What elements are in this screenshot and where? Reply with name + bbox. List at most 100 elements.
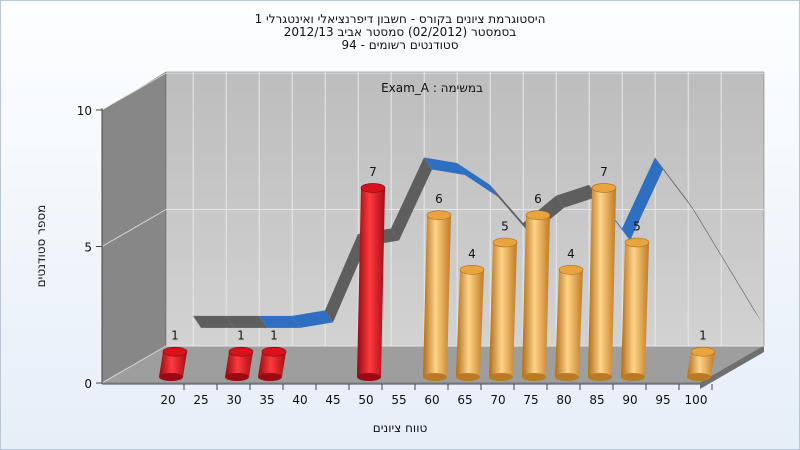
y-tick-label: 0 bbox=[84, 377, 92, 391]
bar: 5 bbox=[621, 220, 650, 381]
x-tick-label: 35 bbox=[259, 393, 274, 407]
bar-base bbox=[687, 373, 711, 381]
bar-value-label: 6 bbox=[435, 192, 443, 206]
bar-top bbox=[690, 346, 716, 357]
bar: 1 bbox=[258, 329, 287, 381]
chart-title: היסטוגרמת ציונים בקורס - חשבון דיפרנציאל… bbox=[254, 12, 546, 26]
bar-body bbox=[456, 269, 484, 377]
bar-body bbox=[423, 215, 451, 377]
bar: 7 bbox=[357, 165, 386, 381]
bar-top bbox=[426, 210, 452, 220]
x-tick-label: 20 bbox=[160, 393, 175, 407]
trend-ribbon-segment bbox=[193, 315, 234, 328]
bar-top bbox=[228, 346, 254, 357]
x-tick-label: 25 bbox=[193, 393, 208, 407]
y-tick-label: 5 bbox=[84, 241, 92, 255]
gridlines bbox=[101, 72, 764, 384]
x-tick-label: 40 bbox=[292, 393, 307, 407]
trend-ribbon-segment bbox=[391, 157, 432, 241]
x-tick-label: 95 bbox=[655, 393, 670, 407]
trend-ribbon-segment bbox=[325, 233, 366, 323]
grid-line-y-side bbox=[101, 345, 167, 384]
grid-line-y-side bbox=[101, 209, 167, 247]
trend-ribbon-segment bbox=[424, 157, 465, 175]
bar-body bbox=[159, 351, 187, 377]
x-axis-label: טווח ציונים bbox=[373, 421, 428, 435]
bar-base bbox=[423, 373, 447, 381]
bar: 6 bbox=[423, 192, 452, 381]
bar-base bbox=[489, 373, 513, 381]
trend-ribbon-segment bbox=[688, 201, 729, 268]
chart-subtitle-semester: בסמסטר (02/2012) סמסטר אביב 2012/13 bbox=[283, 25, 517, 39]
bar-body bbox=[357, 187, 385, 377]
bar-top bbox=[459, 264, 485, 275]
bar: 4 bbox=[555, 247, 584, 381]
bar-base bbox=[555, 373, 579, 381]
bar-body bbox=[621, 242, 649, 377]
chart-subtitle-students: סטודנטים רשומים - 94 bbox=[341, 38, 459, 52]
bar-top bbox=[162, 346, 188, 357]
bar-value-label: 4 bbox=[468, 247, 476, 261]
bar: 1 bbox=[225, 329, 254, 381]
bars: 1 1 1 7 6 4 5 6 4 7 5 1 bbox=[159, 165, 716, 381]
bar-value-label: 4 bbox=[567, 247, 575, 261]
x-tick-label: 30 bbox=[226, 393, 241, 407]
bar-top bbox=[624, 237, 650, 248]
bar-value-label: 6 bbox=[534, 192, 542, 206]
x-tick-label: 80 bbox=[556, 393, 571, 407]
floor-edge bbox=[700, 346, 764, 389]
bar-body bbox=[522, 215, 550, 377]
x-tick-label: 45 bbox=[325, 393, 340, 407]
x-tick-label: 60 bbox=[424, 393, 439, 407]
trend-ribbon-segment bbox=[292, 310, 333, 328]
x-tick-label: 85 bbox=[589, 393, 604, 407]
bar-body bbox=[225, 351, 253, 377]
trend-ribbon-segment bbox=[490, 184, 531, 236]
x-tick-label: 100 bbox=[685, 393, 708, 407]
trend-ribbon-segment bbox=[457, 162, 498, 197]
bar: 1 bbox=[159, 329, 188, 381]
bar-value-label: 1 bbox=[171, 329, 179, 343]
trend-ribbon-segment bbox=[259, 315, 300, 328]
y-ticks: 0 5 10 bbox=[77, 104, 102, 391]
y-tick-label: 10 bbox=[77, 104, 92, 118]
bar-value-label: 1 bbox=[699, 329, 707, 343]
x-tick-label: 90 bbox=[622, 393, 637, 407]
trend-ribbon-segment bbox=[226, 315, 267, 328]
bar-base bbox=[522, 373, 546, 381]
bar: 1 bbox=[687, 329, 716, 381]
bar-base bbox=[456, 373, 480, 381]
bar-top bbox=[360, 183, 386, 193]
y-axis-label: מספר סטודנטים bbox=[34, 205, 48, 288]
bar-top bbox=[492, 237, 518, 248]
bar-value-label: 1 bbox=[237, 329, 245, 343]
bar-value-label: 7 bbox=[369, 165, 377, 179]
bar: 4 bbox=[456, 247, 485, 381]
x-tick-label: 50 bbox=[358, 393, 373, 407]
trend-ribbon-segment bbox=[655, 157, 696, 214]
bar-top bbox=[525, 210, 551, 220]
bar-base bbox=[621, 373, 645, 381]
bar-base bbox=[159, 373, 183, 381]
bar-top bbox=[261, 346, 287, 357]
bar-base bbox=[357, 373, 381, 381]
bar-base bbox=[225, 373, 249, 381]
bar-body bbox=[687, 351, 715, 377]
bar-value-label: 1 bbox=[270, 329, 278, 343]
x-ticks: 20 25 30 35 40 45 50 55 60 65 70 75 80 85 90 95 100 bbox=[160, 384, 713, 407]
bar-value-label: 7 bbox=[600, 165, 608, 179]
bar-top bbox=[591, 183, 617, 193]
bar-body bbox=[258, 351, 286, 377]
bar-body bbox=[555, 269, 583, 377]
grid-line-y-side bbox=[101, 72, 167, 111]
bar-top bbox=[558, 264, 584, 275]
exam-annotation: Exam_A : במשימה bbox=[381, 81, 483, 95]
trend-ribbon-segment bbox=[556, 184, 597, 208]
x-tick-label: 65 bbox=[457, 393, 472, 407]
bar: 5 bbox=[489, 220, 518, 381]
x-tick-label: 70 bbox=[490, 393, 505, 407]
trend-ribbon-segment bbox=[721, 255, 762, 323]
x-tick-label: 55 bbox=[391, 393, 406, 407]
trend-ribbon-segment bbox=[622, 157, 663, 241]
